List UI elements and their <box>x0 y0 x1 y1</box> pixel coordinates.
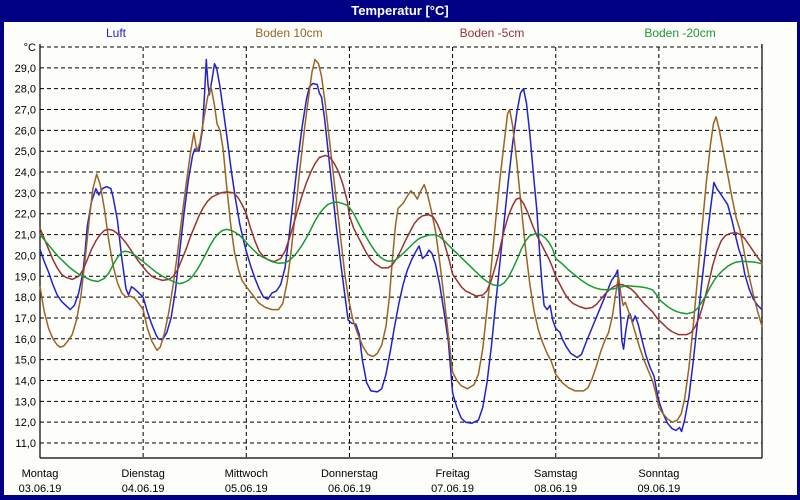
y-tick-label: 11,0 <box>15 438 36 450</box>
y-tick-label: 13,0 <box>15 396 36 408</box>
day-name-label: Sonntag <box>638 468 679 480</box>
legend-bar: Luft Boden 10cm Boden -5cm Boden -20cm <box>4 22 797 44</box>
y-tick-label: 12,0 <box>15 417 36 429</box>
legend-label-boden-20cm: Boden -20cm <box>644 26 716 40</box>
y-tick-label: 27,0 <box>15 105 36 117</box>
y-tick-label: 23,0 <box>15 188 36 200</box>
day-date-label: 07.06.19 <box>431 483 474 495</box>
day-name-label: Donnerstag <box>321 468 378 480</box>
day-date-label: 03.06.19 <box>19 483 62 495</box>
y-tick-label: 17,0 <box>15 313 36 325</box>
day-name-label: Mittwoch <box>225 468 268 480</box>
legend-label-luft: Luft <box>105 26 127 40</box>
y-tick-label: 15,0 <box>15 355 36 367</box>
y-tick-label: 25,0 <box>15 146 36 158</box>
y-tick-label: 18,0 <box>15 292 36 304</box>
y-tick-label: 16,0 <box>15 334 36 346</box>
y-tick-label: 14,0 <box>15 375 36 387</box>
y-tick-label: 22,0 <box>15 209 36 221</box>
day-date-label: 06.06.19 <box>328 483 371 495</box>
day-name-label: Samstag <box>534 468 577 480</box>
title-bar: Temperatur [°C] <box>4 0 797 22</box>
y-tick-label: 26,0 <box>15 125 36 137</box>
day-date-label: 05.06.19 <box>225 483 268 495</box>
day-name-label: Montag <box>22 468 59 480</box>
series-line-boden-20cm <box>39 201 763 315</box>
series-line-luft <box>39 58 763 433</box>
day-name-label: Dienstag <box>121 468 164 480</box>
window-title: Temperatur [°C] <box>351 3 449 18</box>
y-axis-unit-label: °C <box>24 42 36 54</box>
day-date-label: 09.06.19 <box>637 483 680 495</box>
day-date-label: 04.06.19 <box>122 483 165 495</box>
legend-label-boden10cm: Boden 10cm <box>255 26 323 40</box>
y-tick-label: 19,0 <box>15 271 36 283</box>
y-tick-label: 21,0 <box>15 230 36 242</box>
series-line-boden-10cm <box>39 58 763 423</box>
y-tick-label: 29,0 <box>15 63 36 75</box>
y-tick-label: 28,0 <box>15 84 36 96</box>
y-tick-label: 20,0 <box>15 250 36 262</box>
day-date-label: 08.06.19 <box>534 483 577 495</box>
y-tick-label: 24,0 <box>15 167 36 179</box>
legend-label-boden-5cm: Boden -5cm <box>459 26 525 40</box>
series-line-boden-5cm <box>39 154 763 336</box>
day-name-label: Freitag <box>435 468 469 480</box>
